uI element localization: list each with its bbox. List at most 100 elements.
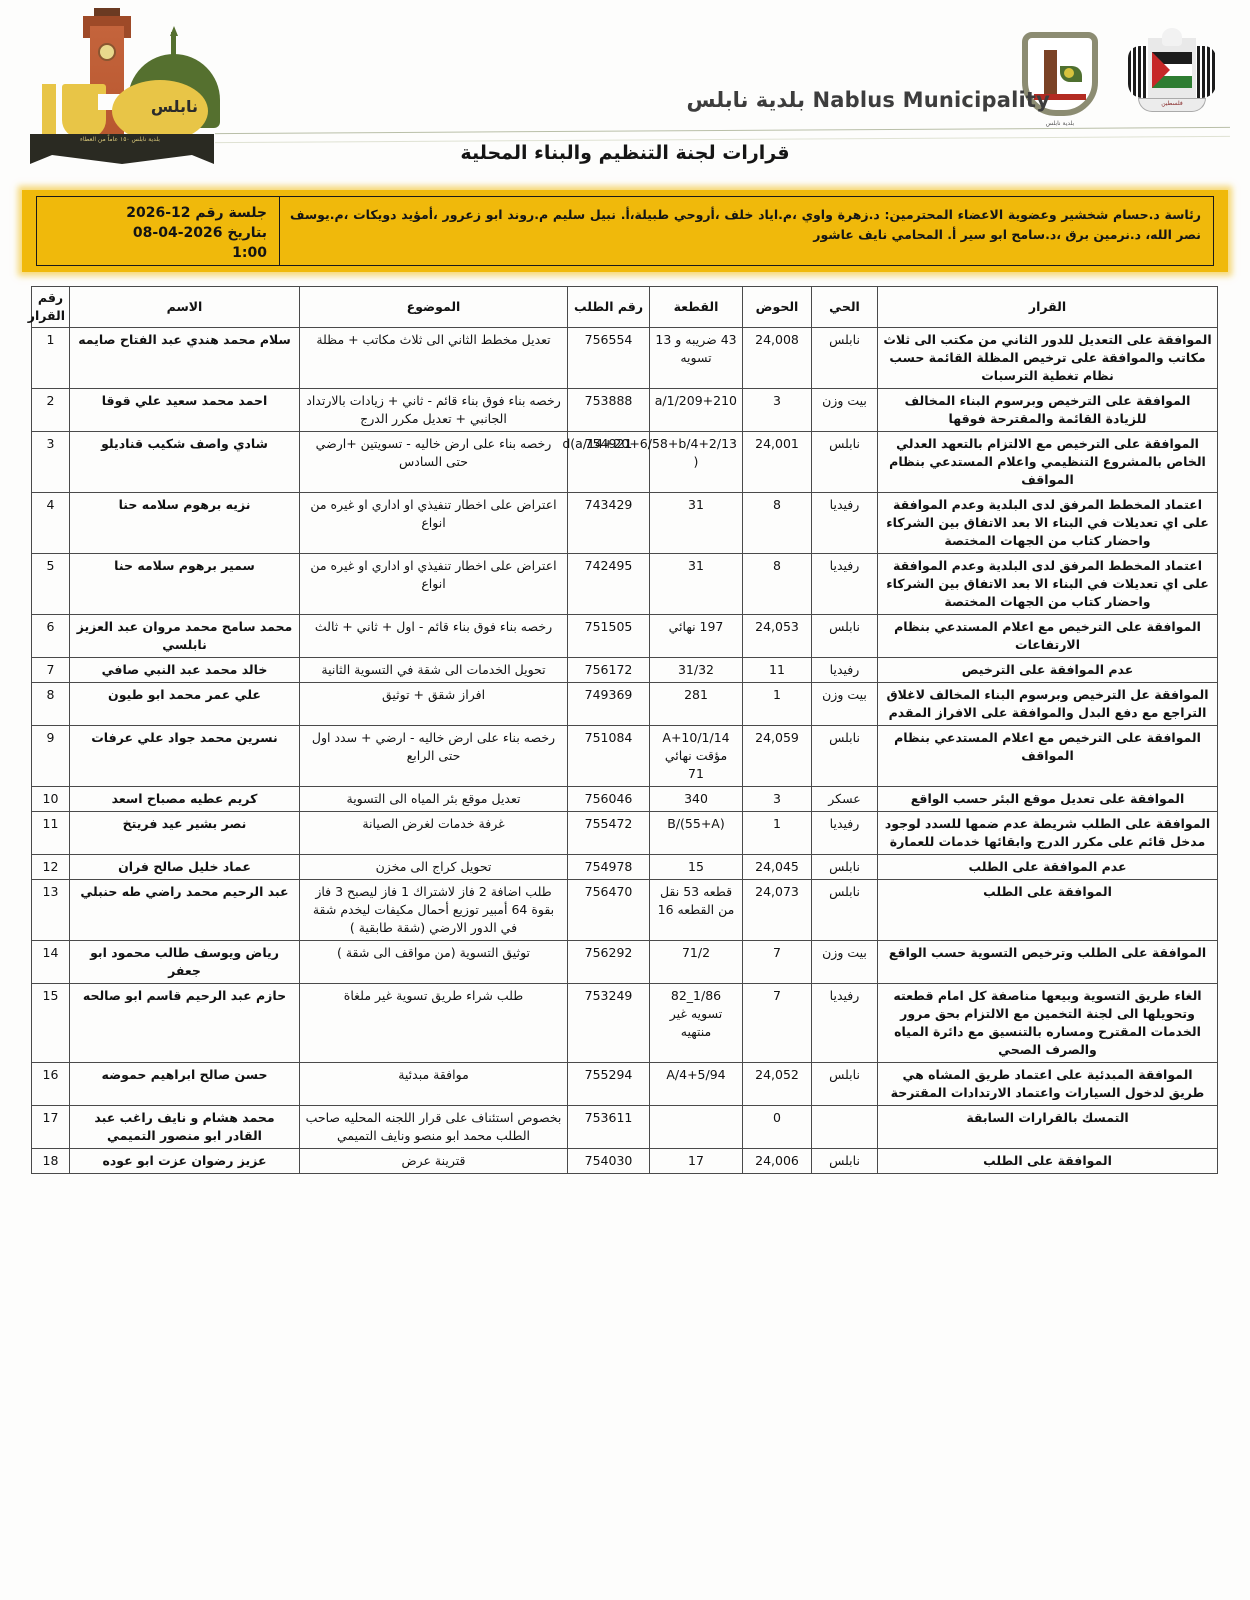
- cell-subject: اعتراض على اخطار تنفيذي او اداري او غيره…: [299, 553, 568, 615]
- cell-request-no: 756046: [567, 786, 650, 812]
- cell-name: عزيز رضوان عزت ابو عوده: [69, 1148, 300, 1174]
- session-time: 1:00: [232, 245, 267, 261]
- cell-neighborhood: نابلس: [811, 725, 878, 787]
- cell-basin: 0: [742, 1105, 812, 1149]
- table-row: الموافقة على الطلب وترخيص التسوية حسب ال…: [31, 940, 1218, 984]
- cell-decision: الموافقة عل الترخيص وبرسوم البناء المخال…: [877, 682, 1218, 726]
- cell-plot: 31: [649, 492, 743, 554]
- cell-request-no: 756470: [567, 879, 650, 941]
- column-header-neighborhood: الحي: [811, 286, 878, 328]
- cell-basin: 24,045: [742, 854, 812, 880]
- cell-name: كريم عطيه مصباح اسعد: [69, 786, 300, 812]
- cell-subject: قترينة عرض: [299, 1148, 568, 1174]
- cell-decision-no: 10: [31, 786, 70, 812]
- cell-request-no: 751505: [567, 614, 650, 658]
- cell-subject: رخصه بناء على ارض خاليه - تسويتين +ارضي …: [299, 431, 568, 493]
- cell-decision-no: 5: [31, 553, 70, 615]
- column-header-subject: الموضوع: [299, 286, 568, 328]
- cell-decision: الموافقة على تعديل موقع البئر حسب الواقع: [877, 786, 1218, 812]
- header-divider: [215, 126, 1230, 144]
- table-row: الموافقة على الطلب نابلس 24,073 قطعه 53 نقل…: [31, 879, 1218, 941]
- cell-neighborhood: نابلس: [811, 614, 878, 658]
- cell-basin: 24,001: [742, 431, 812, 493]
- cell-neighborhood: نابلس: [811, 327, 878, 389]
- cell-request-no: 754030: [567, 1148, 650, 1174]
- cell-basin: 24,006: [742, 1148, 812, 1174]
- cell-name: شادي واصف شكيب قناديلو: [69, 431, 300, 493]
- cell-decision: الموافقة على الطلب شريطة عدم ضمها للسدد …: [877, 811, 1218, 855]
- cell-decision-no: 2: [31, 388, 70, 432]
- cell-basin: 3: [742, 786, 812, 812]
- cell-decision-no: 15: [31, 983, 70, 1063]
- logo-city-name: نابلس: [150, 97, 198, 116]
- table-row: الموافقة على التعديل للدور الثاني من مكت…: [31, 327, 1218, 389]
- cell-decision-no: 16: [31, 1062, 70, 1106]
- cell-subject: طلب اضافة 2 فاز لاشتراك 1 فاز ليصبح 3 فا…: [299, 879, 568, 941]
- brand-arabic: بلدية نابلس: [686, 88, 805, 112]
- cell-plot: 340: [649, 786, 743, 812]
- column-header-basin: الحوض: [742, 286, 812, 328]
- cell-decision-no: 13: [31, 879, 70, 941]
- document-header: نابلس بلدية نابلس ١٥٠ عاماً من العطاء فل…: [0, 0, 1250, 180]
- cell-basin: 1: [742, 682, 812, 726]
- cell-request-no: 756554: [567, 327, 650, 389]
- cell-plot: 10/1/14+A مؤقت نهائي 71: [649, 725, 743, 787]
- cell-decision-no: 9: [31, 725, 70, 787]
- cell-subject: افراز شقق + توثيق: [299, 682, 568, 726]
- session-members-text: رئاسة د.حسام شخشير وعضوية الاعضاء المحتر…: [290, 207, 1201, 242]
- cell-plot: A/4+5/94: [649, 1062, 743, 1106]
- column-header-decision-no: رقم القرار: [28, 286, 70, 328]
- cell-decision-no: 6: [31, 614, 70, 658]
- cell-subject: تعديل مخطط الثاني الى ثلاث مكاتب + مظلة: [299, 327, 568, 389]
- cell-request-no: 755294: [567, 1062, 650, 1106]
- cell-neighborhood: نابلس: [811, 431, 878, 493]
- cell-decision-no: 18: [31, 1148, 70, 1174]
- cell-name: سلام محمد هندي عبد الفتاح صايمه: [69, 327, 300, 389]
- cell-decision-no: 14: [31, 940, 70, 984]
- column-header-request-no: رقم الطلب: [567, 286, 650, 328]
- cell-request-no: 753611: [567, 1105, 650, 1149]
- cell-basin: 7: [742, 940, 812, 984]
- cell-decision: الموافقة على الترخيص مع الالتزام بالتعهد…: [877, 431, 1218, 493]
- cell-neighborhood: نابلس: [811, 879, 878, 941]
- anniversary-number: نابلس: [36, 80, 208, 142]
- cell-decision-no: 8: [31, 682, 70, 726]
- cell-decision: الموافقة على التعديل للدور الثاني من مكت…: [877, 327, 1218, 389]
- cell-name: علي عمر محمد ابو طيون: [69, 682, 300, 726]
- logo-ribbon-text: بلدية نابلس ١٥٠ عاماً من العطاء: [80, 136, 160, 143]
- cell-request-no: 756172: [567, 657, 650, 683]
- cell-name: محمد هشام و نايف راغب عبد القادر ابو منص…: [69, 1105, 300, 1149]
- cell-plot: (B/(55+A: [649, 811, 743, 855]
- decisions-table-wrapper: القرار الحي الحوض القطعة رقم الطلب الموض…: [28, 286, 1218, 1174]
- cell-decision: الموافقة على الترخيص مع اعلام المستدعي ب…: [877, 614, 1218, 658]
- cell-subject: بخصوص استئناف على قرار اللجنه المحليه صا…: [299, 1105, 568, 1149]
- session-banner-glow: رئاسة د.حسام شخشير وعضوية الاعضاء المحتر…: [22, 190, 1228, 272]
- table-row: الموافقة على الترخيص مع الالتزام بالتعهد…: [31, 431, 1218, 493]
- cell-basin: 1: [742, 811, 812, 855]
- cell-name: نزيه برهوم سلامه حنا: [69, 492, 300, 554]
- table-row: الموافقة المبدئية على اعتماد طريق المشاه…: [31, 1062, 1218, 1106]
- table-row: الموافقة على تعديل موقع البئر حسب الواقع…: [31, 786, 1218, 812]
- cell-neighborhood: رفيديا: [811, 492, 878, 554]
- cell-plot: a/1/209+210: [649, 388, 743, 432]
- table-row: اعتماد المخطط المرفق لدى البلدية وعدم ال…: [31, 492, 1218, 554]
- cell-decision: الموافقة المبدئية على اعتماد طريق المشاه…: [877, 1062, 1218, 1106]
- cell-request-no: 751084: [567, 725, 650, 787]
- palestine-state-emblem-icon: فلسطين: [1124, 24, 1220, 132]
- decisions-table: القرار الحي الحوض القطعة رقم الطلب الموض…: [28, 286, 1218, 1174]
- cell-basin: 24,052: [742, 1062, 812, 1106]
- cell-subject: رخصه بناء فوق بناء قائم - اول + ثاني + ث…: [299, 614, 568, 658]
- cell-subject: تعديل موقع بئر المياه الى التسوية: [299, 786, 568, 812]
- table-row: عدم الموافقة على الترخيص رفيديا 11 31/32 756…: [31, 657, 1218, 683]
- table-row: اعتماد المخطط المرفق لدى البلدية وعدم ال…: [31, 553, 1218, 615]
- cell-name: سمير برهوم سلامه حنا: [69, 553, 300, 615]
- cell-request-no: 754978: [567, 854, 650, 880]
- table-row: الموافقة عل الترخيص وبرسوم البناء المخال…: [31, 682, 1218, 726]
- cell-decision: الموافقة على الترخيص وبرسوم البناء المخا…: [877, 388, 1218, 432]
- cell-decision: اعتماد المخطط المرفق لدى البلدية وعدم ال…: [877, 553, 1218, 615]
- cell-plot: 281: [649, 682, 743, 726]
- clock-face-icon: [98, 43, 116, 61]
- table-row: الغاء طريق التسوية وبيعها مناصفة كل امام…: [31, 983, 1218, 1063]
- cell-decision: الموافقة على الترخيص مع اعلام المستدعي ب…: [877, 725, 1218, 787]
- page-title: قرارات لجنة التنظيم والبناء المحلية: [460, 142, 790, 164]
